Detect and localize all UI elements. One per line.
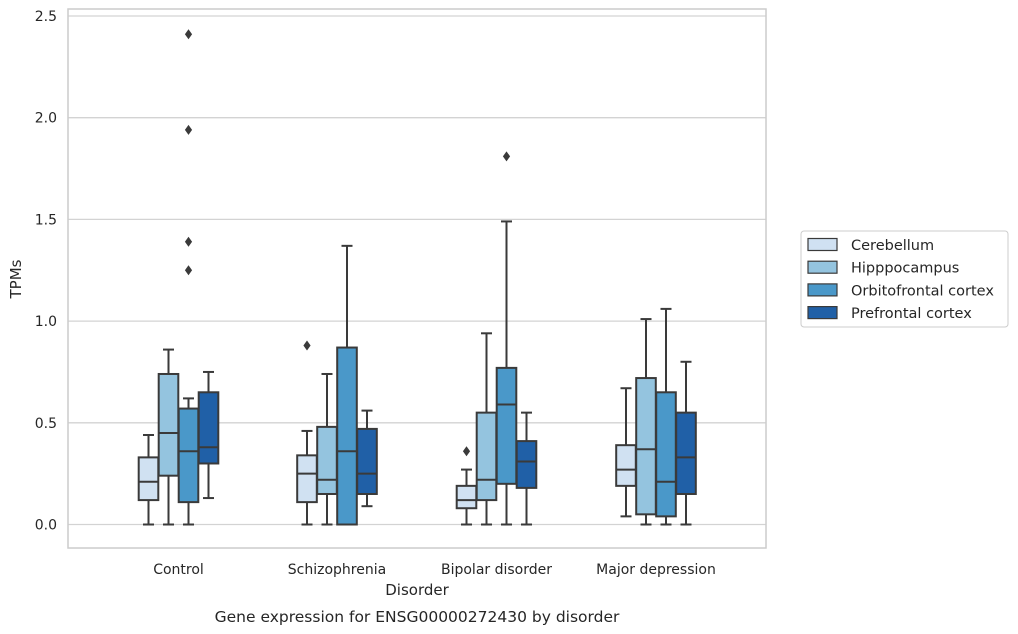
y-tick-label: 1.5 bbox=[35, 212, 57, 228]
box-orbitofrontal-cortex bbox=[495, 151, 518, 526]
plot-frame bbox=[67, 8, 767, 549]
box-hipppocampus bbox=[475, 332, 498, 526]
plot-area bbox=[137, 29, 697, 526]
box-cerebellum bbox=[296, 340, 318, 526]
y-tick-label: 2.0 bbox=[35, 111, 57, 127]
box-cerebellum bbox=[137, 434, 160, 526]
y-tick-label: 0.5 bbox=[35, 416, 57, 432]
box-prefrontal-cortex bbox=[515, 411, 538, 526]
box-iqr bbox=[177, 407, 200, 504]
box-iqr bbox=[455, 484, 478, 510]
legend-label: Prefrontal cortex bbox=[851, 306, 972, 322]
box-cerebellum bbox=[455, 446, 478, 526]
box-iqr bbox=[157, 372, 180, 477]
box-iqr bbox=[615, 444, 637, 487]
box-iqr bbox=[495, 366, 518, 485]
box-orbitofrontal-cortex bbox=[336, 244, 358, 526]
chart-caption: Gene expression for ENSG00000272430 by d… bbox=[215, 608, 620, 626]
box-iqr bbox=[515, 440, 538, 489]
outlier-point bbox=[184, 124, 193, 135]
box-cerebellum bbox=[615, 387, 637, 518]
outlier-point bbox=[184, 236, 193, 247]
box-iqr bbox=[356, 427, 378, 495]
legend-swatch bbox=[807, 306, 838, 320]
legend-swatch bbox=[807, 260, 838, 274]
box-hipppocampus bbox=[635, 318, 657, 526]
outlier-point bbox=[502, 151, 511, 162]
x-tick-label: Schizophrenia bbox=[288, 562, 386, 578]
x-axis-label: Disorder bbox=[385, 581, 449, 599]
outlier-point bbox=[184, 29, 193, 40]
legend-swatch bbox=[807, 283, 838, 297]
x-axis-ticks: Control Schizophrenia Bipolar disorder Majo… bbox=[153, 562, 716, 578]
y-axis-ticks: 0.0 0.5 1.0 1.5 2.0 2.5 bbox=[35, 9, 57, 534]
box-iqr bbox=[137, 456, 160, 502]
box-iqr bbox=[635, 377, 657, 516]
box-iqr bbox=[675, 411, 697, 495]
outlier-point bbox=[303, 340, 311, 351]
box-prefrontal-cortex bbox=[356, 409, 378, 508]
box-orbitofrontal-cortex bbox=[655, 307, 677, 526]
box-iqr bbox=[296, 454, 318, 504]
box-hipppocampus bbox=[316, 372, 338, 526]
legend: Cerebellum Hipppocampus Orbitofrontal cort… bbox=[800, 230, 1009, 328]
box-iqr bbox=[475, 411, 498, 502]
y-axis-label: TPMs bbox=[7, 259, 25, 299]
box-iqr bbox=[316, 425, 338, 495]
legend-label: Cerebellum bbox=[851, 238, 934, 254]
box-iqr bbox=[655, 391, 677, 518]
x-tick-label: Bipolar disorder bbox=[441, 562, 552, 578]
box-hipppocampus bbox=[157, 348, 180, 526]
legend-swatch bbox=[807, 237, 838, 252]
x-tick-label: Control bbox=[153, 562, 204, 578]
outlier-point bbox=[184, 265, 193, 276]
y-tick-label: 0.0 bbox=[35, 518, 57, 534]
legend-label: Orbitofrontal cortex bbox=[851, 283, 994, 299]
box-prefrontal-cortex bbox=[197, 370, 220, 500]
legend-label: Hipppocampus bbox=[851, 261, 959, 277]
box-iqr bbox=[336, 346, 358, 526]
box-prefrontal-cortex bbox=[675, 360, 697, 526]
y-tick-label: 2.5 bbox=[35, 9, 57, 25]
outlier-point bbox=[462, 446, 471, 457]
x-tick-label: Major depression bbox=[596, 562, 716, 578]
legend-frame bbox=[800, 230, 1009, 328]
y-tick-label: 1.0 bbox=[35, 314, 57, 330]
box-orbitofrontal-cortex bbox=[177, 29, 200, 526]
box-iqr bbox=[197, 391, 220, 465]
